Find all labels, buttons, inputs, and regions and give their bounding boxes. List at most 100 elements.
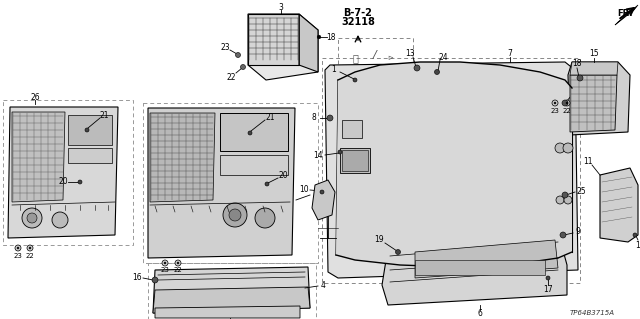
Text: 10: 10 [299,186,309,195]
Polygon shape [325,62,578,278]
Circle shape [164,262,166,264]
Text: 8: 8 [575,87,579,97]
Text: 6: 6 [477,309,483,318]
Polygon shape [148,108,295,258]
Circle shape [554,102,556,104]
Text: 18: 18 [326,33,336,41]
Polygon shape [312,180,335,220]
Text: 23: 23 [550,108,559,114]
Text: 23: 23 [161,267,170,273]
Circle shape [396,249,401,255]
Circle shape [229,209,241,221]
Circle shape [546,276,550,280]
Circle shape [556,196,564,204]
Circle shape [85,128,89,132]
Circle shape [563,143,573,153]
Polygon shape [570,75,617,132]
Circle shape [566,102,568,104]
Text: 11: 11 [583,158,593,167]
Bar [3,100,133,245]
Polygon shape [336,62,572,267]
Circle shape [17,247,19,249]
Text: 8: 8 [312,114,316,122]
Circle shape [22,208,42,228]
Text: TP64B3715A: TP64B3715A [570,310,614,316]
Text: 17: 17 [543,286,553,294]
Text: 22: 22 [563,108,572,114]
Text: 16: 16 [132,273,142,283]
Text: B-7-2: B-7-2 [344,8,372,18]
Polygon shape [570,62,618,75]
Bar [322,58,580,283]
Bar [220,155,288,175]
Text: 2: 2 [314,189,318,197]
Circle shape [317,35,321,39]
Circle shape [241,64,246,70]
Text: 22: 22 [173,267,182,273]
Circle shape [320,190,324,194]
Text: 13: 13 [405,48,415,57]
Text: 20: 20 [278,170,288,180]
Bar [338,38,413,78]
Text: 24: 24 [438,53,448,62]
Text: 21: 21 [265,114,275,122]
Polygon shape [382,232,567,305]
Text: 21: 21 [99,110,109,120]
Text: 18: 18 [572,60,582,69]
Text: 15: 15 [589,49,599,58]
Circle shape [633,233,637,237]
Polygon shape [415,240,558,278]
Text: 14: 14 [313,151,323,160]
Circle shape [255,208,275,228]
Bar [143,103,318,263]
Text: 25: 25 [576,188,586,197]
Circle shape [236,53,241,57]
Polygon shape [153,267,310,313]
Text: ⊳: ⊳ [387,55,393,61]
Polygon shape [248,14,318,80]
Bar [342,150,368,171]
Text: 22: 22 [227,72,236,81]
Text: 23: 23 [13,253,22,259]
Circle shape [353,78,357,82]
Text: 19: 19 [374,235,384,244]
Circle shape [29,247,31,249]
Circle shape [552,100,558,106]
Circle shape [560,232,566,238]
Polygon shape [153,287,310,313]
Bar [68,115,112,145]
Text: 4: 4 [321,280,325,290]
Polygon shape [155,306,300,318]
Polygon shape [12,112,65,202]
Circle shape [555,143,565,153]
Text: FR.: FR. [617,9,632,18]
Polygon shape [299,14,318,72]
Bar [342,120,362,138]
Circle shape [27,245,33,251]
Circle shape [414,65,420,71]
Circle shape [338,150,342,154]
Circle shape [152,277,158,283]
Circle shape [564,196,572,204]
Circle shape [223,203,247,227]
Circle shape [562,100,568,106]
Circle shape [564,100,570,106]
Text: ⬬: ⬬ [352,53,358,63]
Polygon shape [150,113,215,202]
Circle shape [435,70,440,75]
Circle shape [27,213,37,223]
Text: 7: 7 [508,48,513,57]
Bar [68,148,112,163]
Bar [415,260,545,275]
Circle shape [265,182,269,186]
Text: 3: 3 [278,3,284,11]
Text: 20: 20 [58,177,68,187]
Text: 22: 22 [26,253,35,259]
Text: 26: 26 [30,93,40,101]
Circle shape [78,180,82,184]
Circle shape [175,260,181,266]
Circle shape [562,192,568,198]
Polygon shape [248,14,299,65]
Bar [340,148,370,173]
Circle shape [52,212,68,228]
